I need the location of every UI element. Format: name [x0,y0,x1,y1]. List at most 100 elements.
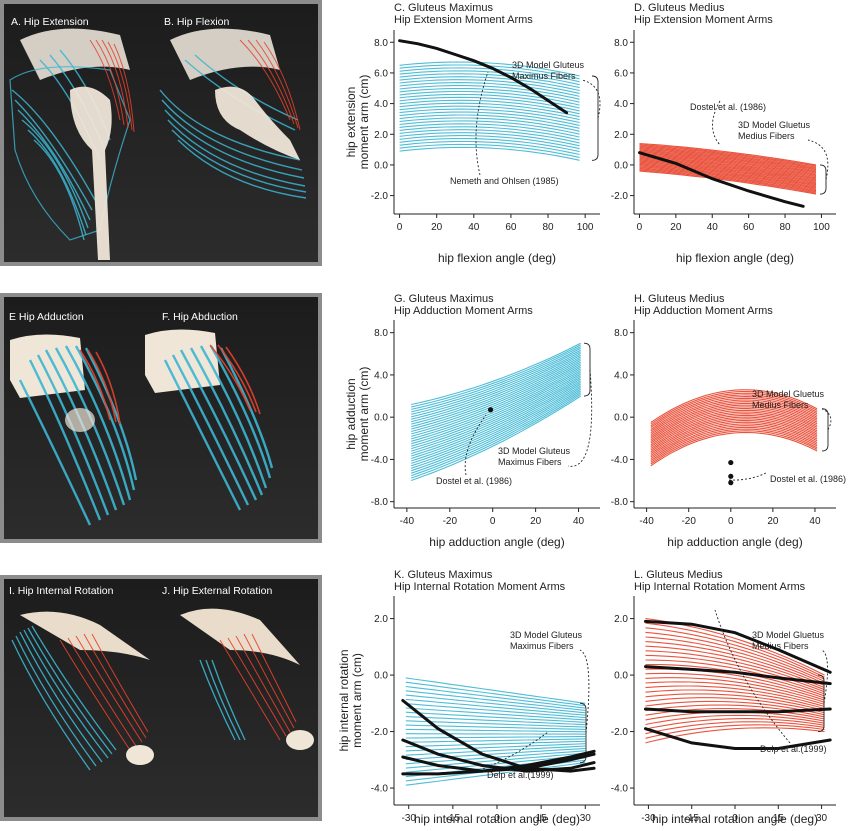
model-fibers [405,677,586,786]
x-tick-label: -40 [400,516,415,527]
model-fiber-line [639,167,817,192]
render-hip-internal-rotation: I. Hip Internal Rotation [9,585,154,771]
model-fiber-line [650,392,818,427]
experimental-point [728,473,734,479]
model-fiber-line [405,711,586,723]
y-tick-label: -2.0 [611,727,629,738]
model-fiber-line [399,99,580,115]
model-fiber-line [639,161,817,186]
y-tick-label: 8.0 [614,38,628,49]
model-fiber-line [639,170,817,195]
x-tick-label: 20 [431,222,443,233]
experimental-point [728,480,734,486]
experimental-line [638,151,805,208]
model-label: 3D Model Gluetus [752,630,825,640]
model-fiber-line [645,697,825,714]
model-fiber-line [405,738,586,743]
model-fiber-line [399,79,580,94]
y-axis-label: moment arm (cm) [357,75,371,170]
model-fiber-line [645,689,825,710]
model-fiber-line [411,347,581,413]
model-fiber-line [399,117,580,132]
model-fibers [399,61,580,161]
model-fiber-line [399,67,580,83]
model-fiber-line [411,354,581,423]
model-fiber-line [399,108,580,124]
model-fiber-line [639,169,817,194]
render-hip-adduction: E Hip Adduction [9,311,138,526]
model-fiber-line [411,393,581,479]
model-fiber-line [639,150,817,174]
model-fiber-line [411,356,581,425]
model-fiber-line [411,392,581,477]
model-fiber-line [650,421,818,456]
x-tick-label: 80 [542,222,554,233]
y-tick-label: -2.0 [611,191,629,202]
render-hip-abduction: F. Hip Abduction [145,311,274,511]
chart-title: G. Gluteus Maximus [394,293,494,305]
x-axis-label: hip flexion angle (deg) [676,251,794,265]
model-fiber-line [399,140,580,156]
model-fiber-line [411,363,581,435]
model-fiber-line [399,129,580,144]
model-fiber-line [405,743,586,752]
model-fiber-line [411,342,581,406]
model-fiber-line [399,61,580,77]
model-fiber-line [650,399,818,434]
experimental-leader [714,609,791,744]
experimental-line [398,39,569,115]
y-tick-label: 2.0 [614,130,628,141]
y-axis-label: moment arm (cm) [350,653,364,748]
model-fiber-line [650,396,818,430]
model-fiber-line [411,373,581,450]
y-tick-label: -2.0 [371,727,389,738]
model-fiber-line [405,720,586,728]
render-hip-external-rotation: J. Hip External Rotation [162,585,314,750]
x-tick-label: 40 [809,516,821,527]
experimental-label: Delp et al.(1999) [487,770,554,780]
model-fiber-line [399,138,580,153]
model-fiber-line [650,418,818,453]
y-tick-label: 0.0 [614,160,628,171]
model-fiber-line [645,645,825,689]
model-fiber-line [399,102,580,118]
x-tick-label: 60 [505,222,517,233]
model-bracket [821,408,829,452]
model-label: Maximus Fibers [512,71,576,81]
model-fiber-line [650,404,818,439]
model-fiber-line [399,105,580,121]
model-fiber-line [411,395,581,482]
render-label-f: F. Hip Abduction [162,311,238,323]
model-fiber-line [411,353,581,420]
model-fiber-line [399,123,580,138]
model-fiber-line [411,366,581,440]
model-fiber-line [650,413,818,448]
model-fiber-line [650,414,818,449]
model-fiber-line [650,416,818,451]
y-tick-label: -4.0 [371,784,389,795]
model-leader [567,369,593,467]
model-fiber-line [639,162,817,187]
chart-title: H. Gluteus Medius [634,293,725,305]
model-label: 3D Model Gluteus [512,60,585,70]
y-tick-label: 4.0 [374,370,388,381]
model-fiber-line [639,168,817,193]
model-fiber-line [645,622,825,678]
render-hip-flexion: B. Hip Flexion [159,16,307,199]
model-fiber-line [399,96,580,112]
model-fiber-line [639,149,817,173]
model-fiber-line [650,402,818,437]
model-fiber-line [650,425,818,460]
model-fiber-line [650,394,818,429]
model-label: Maximus Fibers [498,457,562,467]
model-fibers [639,142,817,195]
model-fiber-line [411,361,581,433]
x-tick-label: 15 [536,813,548,824]
model-fiber-line [645,659,825,695]
x-tick-label: 60 [743,222,755,233]
render-hip-extension: A. Hip Extension [9,16,135,261]
model-fiber-line [399,146,580,161]
